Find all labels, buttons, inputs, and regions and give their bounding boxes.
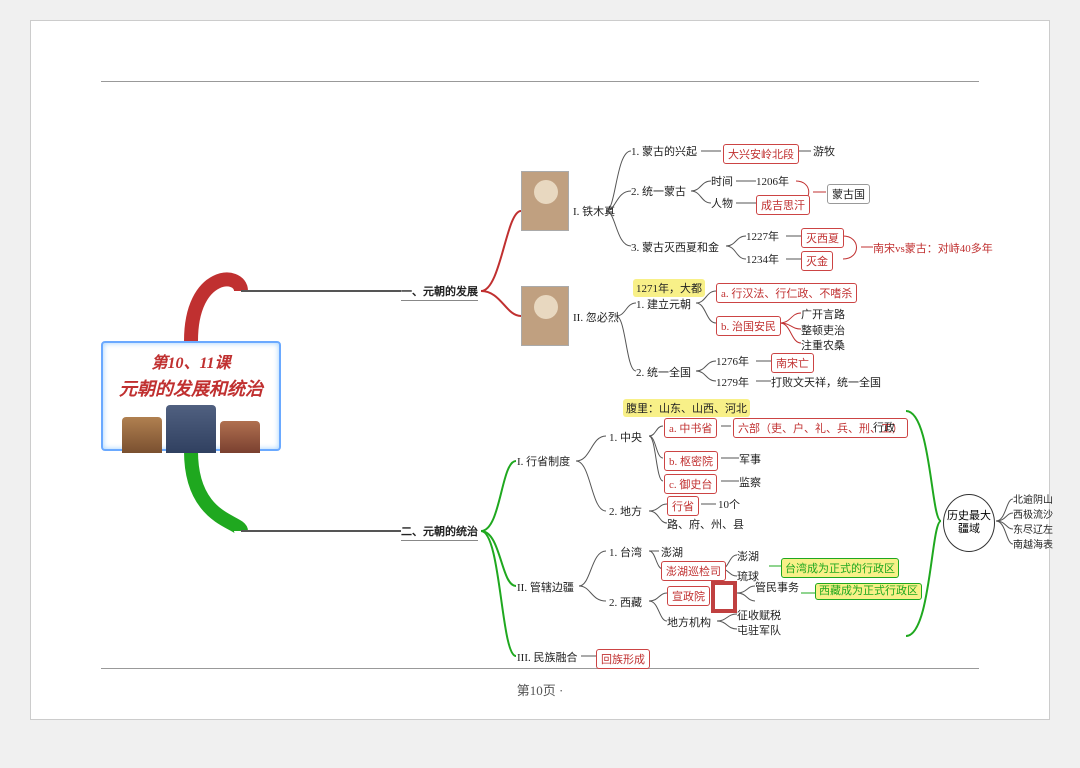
history-oval: 历史最大疆域 <box>943 494 995 552</box>
node-xingzheng: 行政 <box>873 419 895 435</box>
node-xizang: 2. 西藏 <box>609 594 642 610</box>
node-zhengshou: 征收赋税 <box>737 607 781 623</box>
branch1-title: 一、元朝的发展 <box>401 283 478 301</box>
node-miexixia: 灭西夏 <box>801 228 844 248</box>
node-mg-rise: 1. 蒙古的兴起 <box>631 143 697 159</box>
node-tunzhu: 屯驻军队 <box>737 622 781 638</box>
label-hubilie: II. 忽必烈 <box>573 309 619 325</box>
node-1271: 1271年，大都 <box>633 279 705 297</box>
node-huizu: 回族形成 <box>596 649 650 669</box>
node-1276: 1276年 <box>716 353 749 369</box>
node-daxing: 大兴安岭北段 <box>723 144 799 164</box>
node-mengguguo: 蒙古国 <box>827 184 870 204</box>
node-zg1: 广开言路 <box>801 306 845 322</box>
node-ex2: 西极流沙 <box>1013 506 1053 521</box>
node-ex4: 南越海表 <box>1013 536 1053 551</box>
node-hanfa: a. 行汉法、行仁政、不嗜杀 <box>716 283 857 303</box>
node-mie-xixia-jin: 3. 蒙古灭西夏和金 <box>631 239 719 255</box>
node-ex3: 东尽辽左 <box>1013 521 1053 536</box>
node-zg3: 注重农桑 <box>801 337 845 353</box>
node-shumi: b. 枢密院 <box>664 451 718 471</box>
node-1279: 1279年 <box>716 374 749 390</box>
node-pengpu: 澎湖 <box>661 544 683 560</box>
node-lufuzhouxian: 路、府、州、县 <box>667 516 744 532</box>
root-card: 第10、11课 元朝的发展和统治 <box>101 341 281 451</box>
node-jianli: 1. 建立元朝 <box>636 296 691 312</box>
node-guanxia: II. 管辖边疆 <box>517 579 574 595</box>
node-xingsheng: I. 行省制度 <box>517 453 570 469</box>
building-icon <box>220 421 260 453</box>
label-tiemuzhen: I. 铁木真 <box>573 203 615 219</box>
portrait-icon <box>521 286 569 346</box>
node-tongyi-mg: 2. 统一蒙古 <box>631 183 686 199</box>
node-1234: 1234年 <box>746 251 779 267</box>
node-pengpu2: 澎湖 <box>737 548 759 564</box>
node-penghu: 澎湖巡检司 <box>661 561 726 581</box>
branch2-title: 二、元朝的统治 <box>401 523 478 541</box>
node-yushitai: c. 御史台 <box>664 474 717 494</box>
node-difang: 2. 地方 <box>609 503 642 519</box>
node-miejin: 灭金 <box>801 251 833 271</box>
node-tw-zhengshi: 台湾成为正式的行政区 <box>781 558 899 578</box>
node-zhongyang: 1. 中央 <box>609 429 642 445</box>
node-fushu: 腹里：山东、山西、河北 <box>623 399 750 417</box>
node-1227: 1227年 <box>746 228 779 244</box>
building-icon <box>166 405 216 453</box>
node-shijian: 时间 <box>711 173 733 189</box>
root-image <box>103 405 279 453</box>
node-guanmin: 管民事务 <box>755 579 799 595</box>
node-zhiguo: b. 治国安民 <box>716 316 781 336</box>
node-junshi: 军事 <box>739 451 761 467</box>
node-xz-zhengshi: 西藏成为正式行政区 <box>815 583 922 600</box>
root-lesson-number: 第10、11课 <box>103 349 279 373</box>
node-nansong-wang: 南宋亡 <box>771 353 814 373</box>
node-xuanzhengyuan: 宣政院 <box>667 586 710 606</box>
seal-icon <box>711 581 737 613</box>
mindmap-canvas: 第10、11课 元朝的发展和统治 一、元朝的发展 I. 铁木真 II. 忽必烈 … <box>101 91 1021 681</box>
node-xingsheng-box: 行省 <box>667 496 699 516</box>
page-footer: 第10页 · <box>31 680 1049 699</box>
node-shige: 10个 <box>718 496 740 512</box>
node-tongyi-quanguo: 2. 统一全国 <box>636 364 691 380</box>
node-zhongshusheng: a. 中书省 <box>664 418 717 438</box>
root-title: 元朝的发展和统治 <box>103 375 279 401</box>
node-jiancha: 监察 <box>739 474 761 490</box>
node-difangjg: 地方机构 <box>667 614 711 630</box>
node-ex1: 北逾阴山 <box>1013 491 1053 506</box>
building-icon <box>122 417 162 453</box>
node-chengjisi: 成吉思汗 <box>756 195 810 215</box>
node-1206: 1206年 <box>756 173 789 189</box>
document-page: 第10页 · <box>30 20 1050 720</box>
node-dabai: 打败文天祥，统一全国 <box>771 374 881 390</box>
node-minzu: III. 民族融合 <box>517 649 578 665</box>
divider-top <box>101 81 979 82</box>
node-renwu: 人物 <box>711 195 733 211</box>
node-south-song-vs: 南宋vs蒙古：对峙40多年 <box>873 240 993 256</box>
node-zg2: 整顿吏治 <box>801 322 845 338</box>
node-youmu: 游牧 <box>813 143 835 159</box>
history-oval-text: 历史最大疆域 <box>944 510 994 536</box>
node-taiwan: 1. 台湾 <box>609 544 642 560</box>
portrait-icon <box>521 171 569 231</box>
